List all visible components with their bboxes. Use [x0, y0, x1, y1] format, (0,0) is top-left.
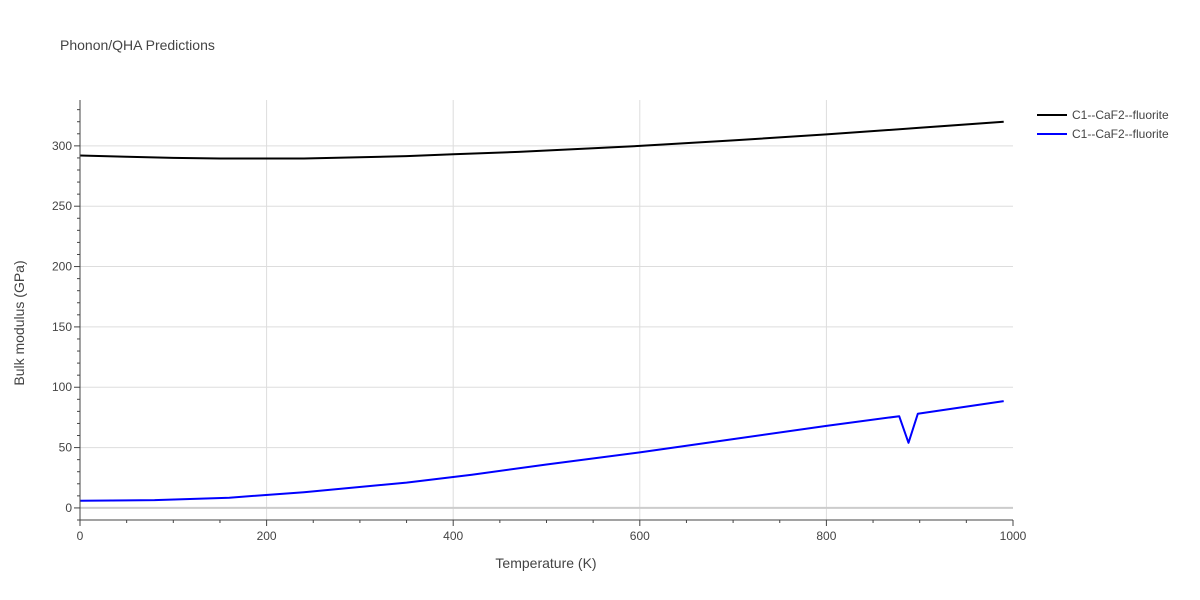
y-tick-label: 200: [52, 260, 72, 274]
chart-title: Phonon/QHA Predictions: [60, 37, 215, 53]
y-tick-label: 100: [52, 380, 72, 394]
x-tick-label: 0: [77, 529, 84, 543]
legend-item-2[interactable]: C1--CaF2--fluorite: [1037, 127, 1169, 141]
plot-area: [79, 120, 1004, 502]
legend[interactable]: C1--CaF2--fluorite C1--CaF2--fluorite: [1037, 108, 1169, 141]
x-tick-label: 200: [257, 529, 277, 543]
axes: 0 200 400 600 800 1000 0 50 100 150 200 250 300: [52, 100, 1027, 543]
y-tick-label: 250: [52, 199, 72, 213]
y-tick-label: 300: [52, 139, 72, 153]
series-line-1: [79, 120, 1004, 160]
x-tick-label: 600: [630, 529, 650, 543]
y-tick-label: 50: [59, 441, 73, 455]
legend-item-1[interactable]: C1--CaF2--fluorite: [1037, 108, 1169, 122]
series-line-2: [79, 400, 1004, 502]
y-tick-label: 150: [52, 320, 72, 334]
grid: [80, 100, 1013, 520]
y-tick-label: 0: [65, 501, 72, 515]
y-axis-title: Bulk modulus (GPa): [11, 260, 27, 385]
x-tick-label: 400: [443, 529, 463, 543]
x-axis-title: Temperature (K): [495, 555, 596, 571]
legend-label: C1--CaF2--fluorite: [1072, 127, 1169, 141]
legend-label: C1--CaF2--fluorite: [1072, 108, 1169, 122]
x-tick-label: 1000: [1000, 529, 1027, 543]
x-tick-label: 800: [816, 529, 836, 543]
